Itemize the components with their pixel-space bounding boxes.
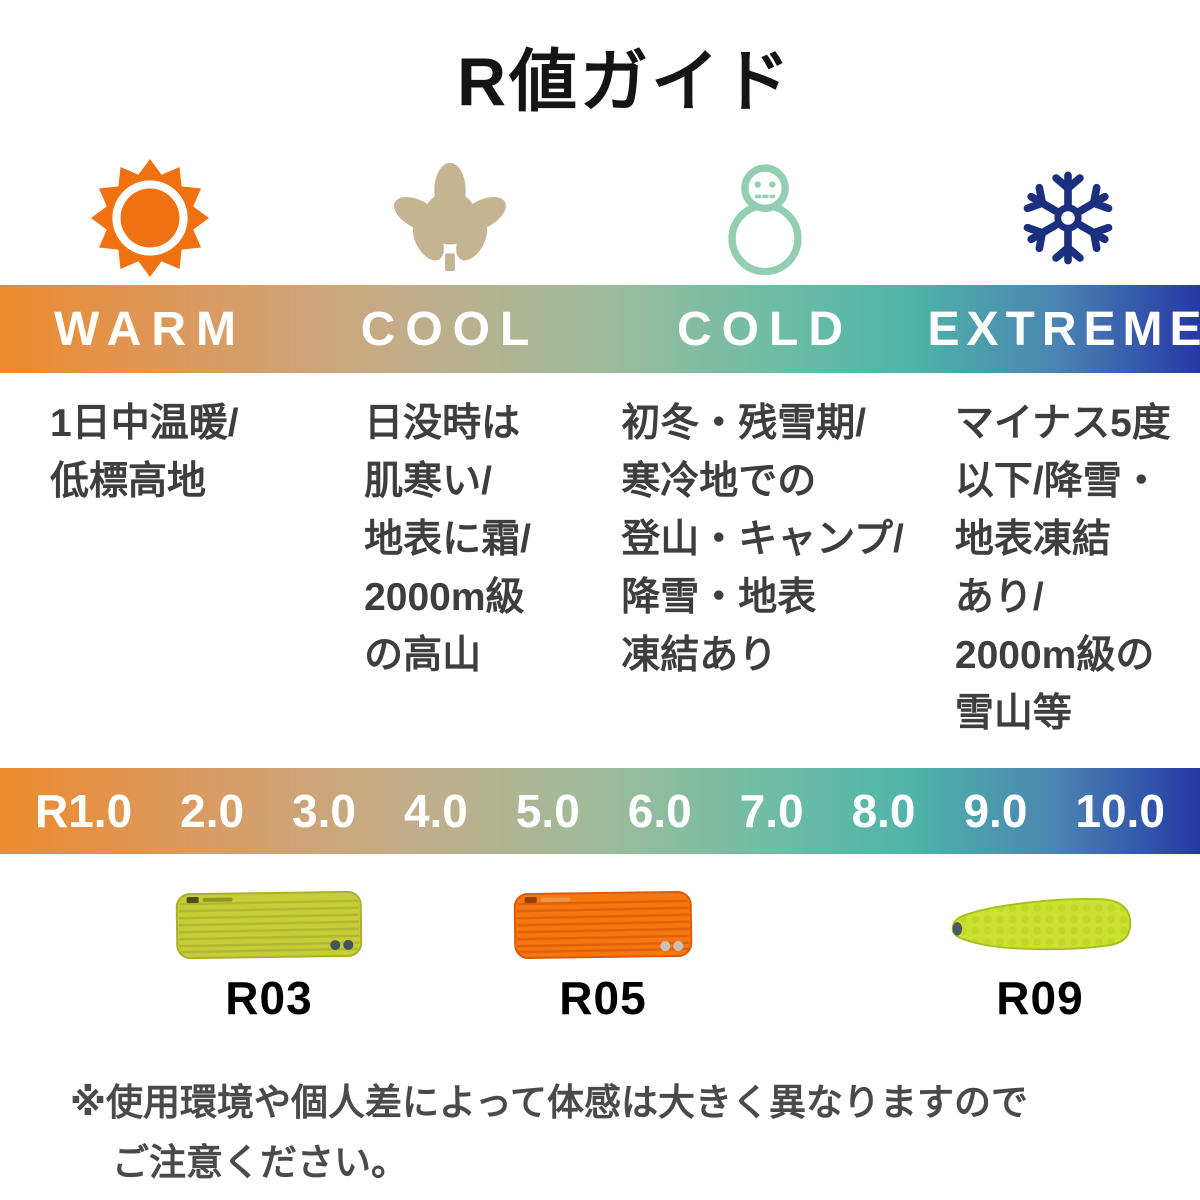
snowflake-icon [1023, 171, 1113, 264]
snowman-icon [728, 164, 802, 276]
scale-value: R1.0 [35, 785, 133, 837]
category-icon-row [0, 150, 1200, 285]
scale-value: 7.0 [739, 785, 804, 837]
rectangular-pad-image [175, 890, 363, 960]
cool-description: 日没時は 肌寒い/ 地表に霜/ 2000m級 の高山 [296, 373, 592, 768]
product-r05: R05 [513, 889, 693, 1025]
desc-line: 凍結あり [621, 634, 778, 677]
band-label-extreme: EXTREME [927, 302, 1200, 356]
product-label-r05: R05 [559, 972, 647, 1024]
scale-value: 9.0 [963, 785, 1028, 837]
desc-line: 寒冷地での [621, 460, 817, 503]
extreme-description: マイナス5度 以下/降雪・ 地表凍結 あり/ 2000m級の 雪山等 [904, 373, 1200, 768]
r-value-scale: R1.0 2.0 3.0 4.0 5.0 6.0 7.0 8.0 9.0 10.… [0, 768, 1200, 854]
scale-value: 5.0 [515, 785, 580, 837]
mummy-pad-image [951, 898, 1132, 951]
product-label-r03: R03 [225, 972, 313, 1024]
desc-line: 1日中温暖/ [50, 402, 239, 445]
band-label-cold: COLD [677, 302, 853, 356]
scale-value: 4.0 [403, 785, 468, 837]
scale-value: 2.0 [180, 785, 245, 837]
footnote-line: ご注意ください。 [112, 1142, 408, 1183]
desc-line: 2000m級 [364, 576, 525, 619]
sun-icon [91, 158, 209, 277]
category-descriptions: 1日中温暖/ 低標高地 日没時は 肌寒い/ 地表に霜/ 2000m級 の高山 初… [0, 373, 1200, 768]
desc-line: 降雪・地表 [621, 576, 817, 619]
page-title: R値ガイド [456, 43, 794, 120]
cool-icon-cell [300, 150, 600, 285]
header: R値ガイド [0, 0, 1200, 150]
band-label-warm: WARM [54, 302, 246, 356]
product-label-r09: R09 [996, 972, 1084, 1024]
scale-value: 3.0 [292, 785, 356, 837]
product-examples: R03 R05 [0, 854, 1200, 1041]
warm-icon-cell [0, 150, 300, 285]
desc-line: 日没時は [364, 402, 521, 445]
desc-line: 以下/降雪・ [954, 460, 1161, 503]
rectangular-pad-image [513, 890, 693, 960]
desc-line: 2000m級の [954, 634, 1155, 677]
extreme-icon-cell [918, 150, 1200, 285]
desc-line: 地表に霜/ [364, 518, 531, 561]
footnote: ※使用環境や個人差によって体感は大きく異なりますので ご注意ください。 [0, 1041, 1200, 1193]
desc-line: あり/ [954, 576, 1044, 619]
band-label-cool: COOL [360, 302, 540, 356]
warm-description: 1日中温暖/ 低標高地 [0, 373, 296, 768]
desc-line: 低標高地 [50, 460, 207, 503]
scale-value: 8.0 [851, 785, 916, 837]
desc-line: 初冬・残雪期/ [621, 402, 867, 445]
scale-value: 10.0 [1075, 785, 1165, 837]
desc-line: マイナス5度 [954, 402, 1171, 445]
footnote-line: ※使用環境や個人差によって体感は大きく異なりますので [70, 1082, 1029, 1123]
cold-description: 初冬・残雪期/ 寒冷地での 登山・キャンプ/ 降雪・地表 凍結あり [592, 373, 904, 768]
product-r03: R03 [175, 889, 363, 1025]
product-r09: R09 [945, 889, 1135, 1025]
leaf-icon [394, 162, 506, 271]
desc-line: の高山 [364, 634, 482, 677]
temperature-band: WARM COOL COLD EXTREME [0, 285, 1200, 373]
scale-value: 6.0 [627, 785, 692, 837]
desc-line: 地表凍結 [954, 518, 1111, 561]
desc-line: 雪山等 [954, 692, 1072, 735]
desc-line: 登山・キャンプ/ [621, 518, 904, 561]
cold-icon-cell [615, 150, 915, 285]
desc-line: 肌寒い/ [364, 460, 492, 503]
